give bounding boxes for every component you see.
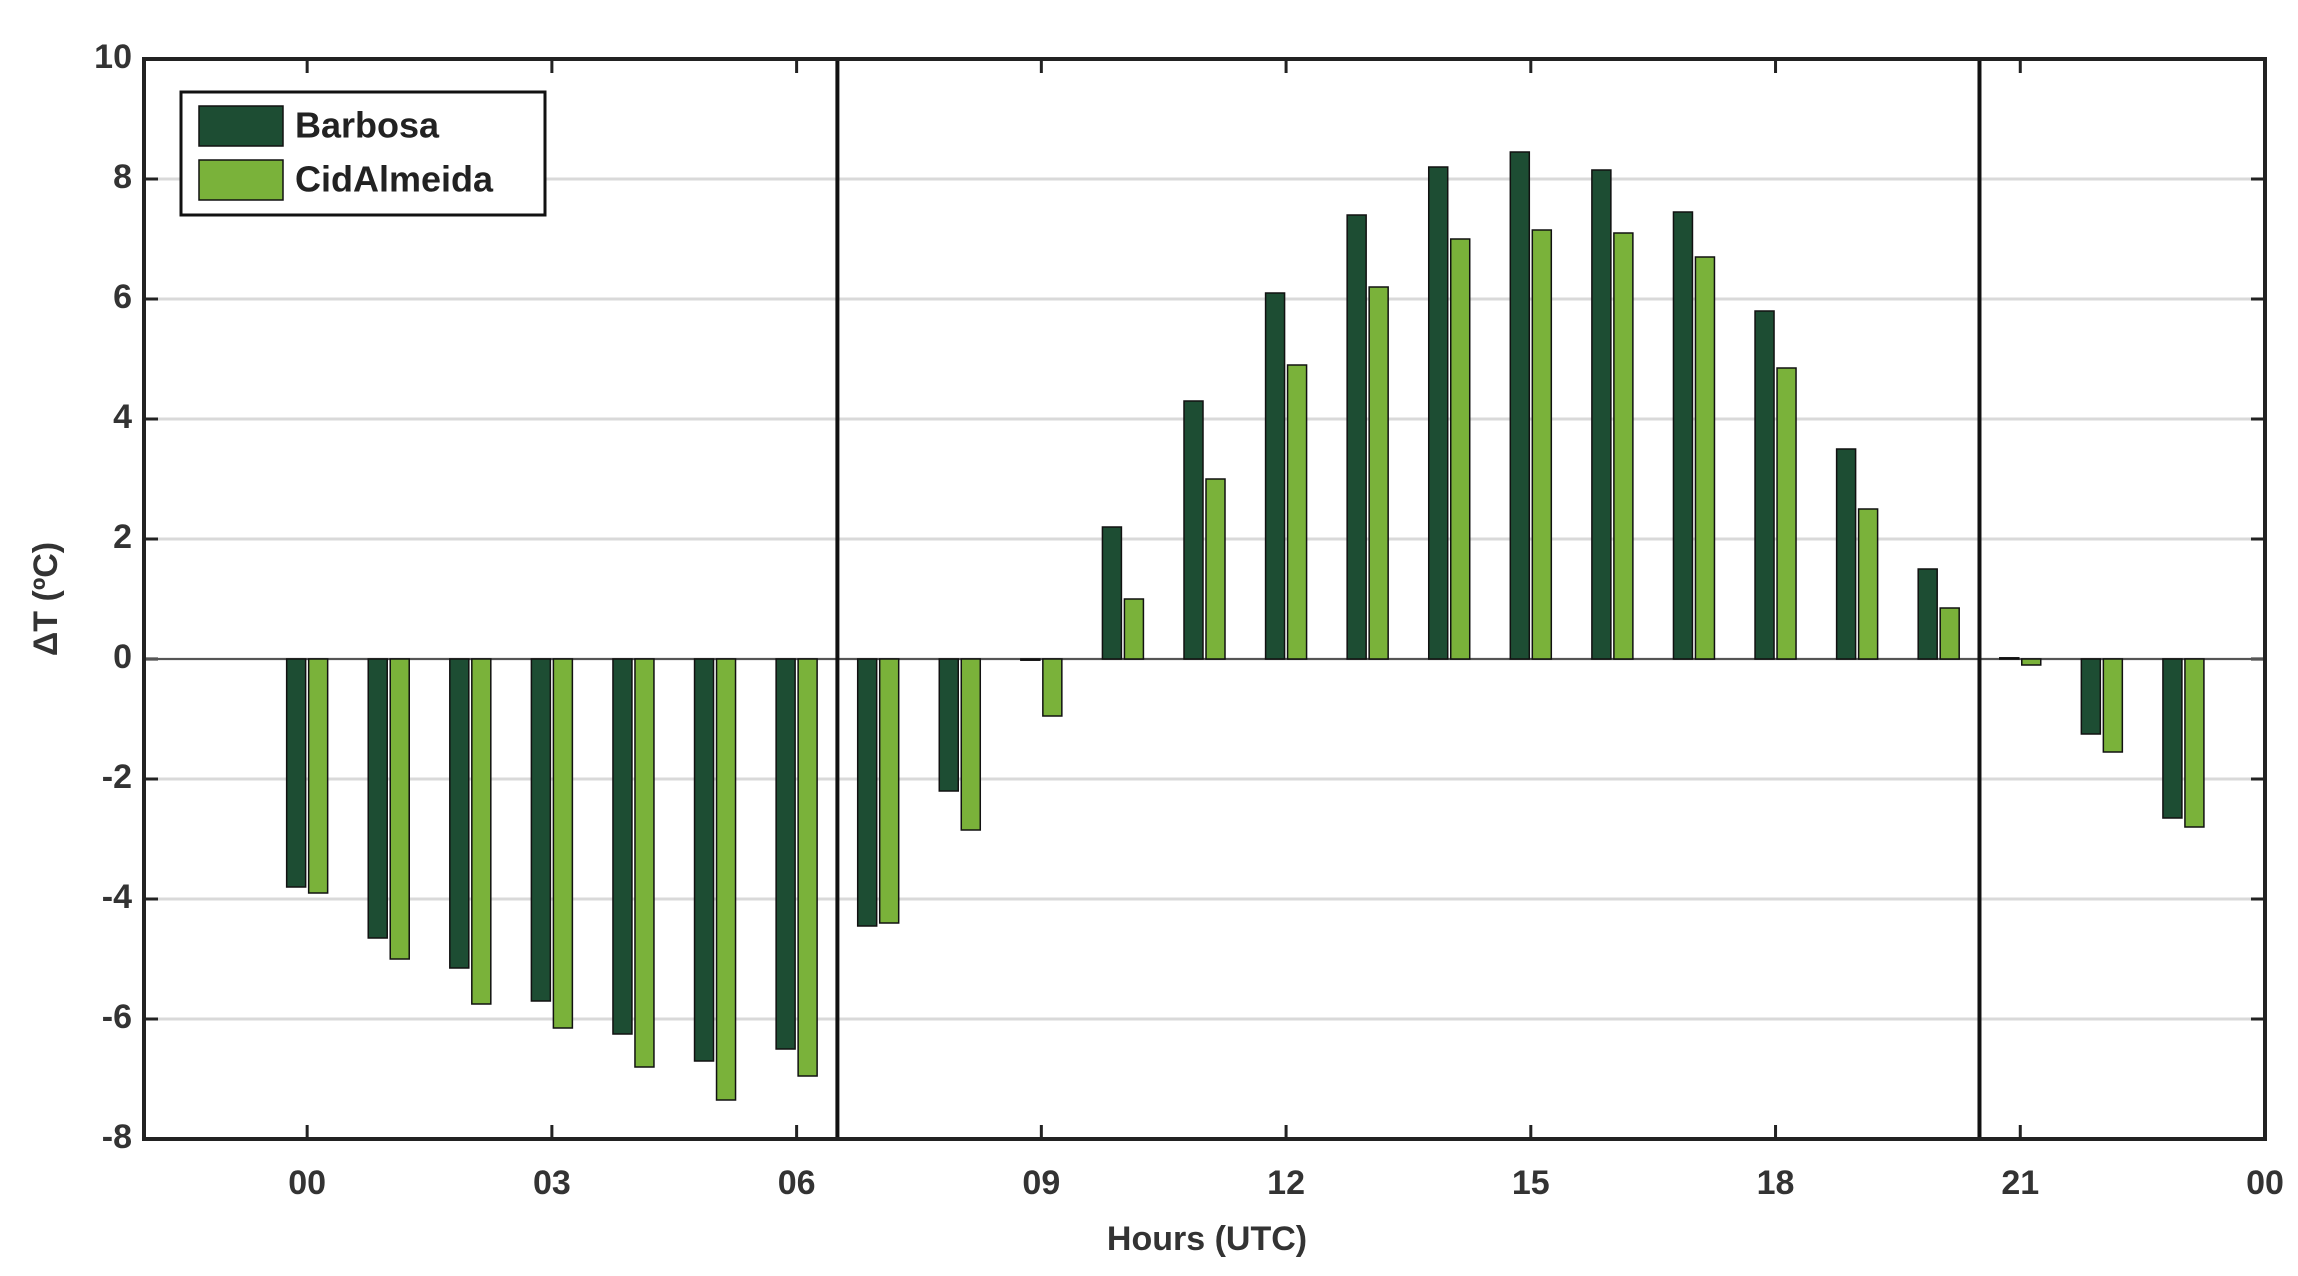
y-tick-label: -6 bbox=[102, 998, 132, 1036]
bar bbox=[449, 658, 470, 969]
legend-swatch bbox=[198, 105, 284, 147]
bar bbox=[1368, 286, 1389, 660]
bar bbox=[285, 658, 307, 888]
y-axis-label: ΔT (ºC) bbox=[27, 542, 65, 656]
bar bbox=[530, 658, 552, 1002]
bar bbox=[367, 658, 388, 939]
bar bbox=[1427, 166, 1449, 660]
bar bbox=[1123, 598, 1145, 660]
bar bbox=[938, 658, 960, 792]
bar bbox=[1101, 526, 1123, 660]
y-tick-label: 2 bbox=[113, 518, 132, 556]
bar bbox=[1672, 211, 1694, 660]
bar bbox=[389, 658, 410, 960]
bar bbox=[1694, 256, 1716, 660]
bar bbox=[1531, 229, 1553, 660]
x-axis-label: Hours (UTC) bbox=[1107, 1220, 1307, 1258]
bar bbox=[1264, 292, 1286, 660]
bar bbox=[715, 658, 737, 1101]
y-tick-label: -8 bbox=[102, 1118, 132, 1156]
bar bbox=[612, 658, 633, 1035]
y-tick-label: -4 bbox=[102, 878, 132, 916]
x-tick-label: 09 bbox=[1022, 1164, 1060, 1202]
bar bbox=[775, 658, 796, 1050]
x-tick-label: 18 bbox=[1757, 1164, 1795, 1202]
x-tick-label: 12 bbox=[1267, 1164, 1305, 1202]
legend-label: CidAlmeida bbox=[295, 159, 494, 200]
y-tick-label: 0 bbox=[113, 638, 132, 676]
x-tick-label: 03 bbox=[533, 1164, 571, 1202]
bar bbox=[2184, 658, 2205, 828]
bar bbox=[552, 658, 574, 1029]
bar bbox=[1591, 169, 1612, 660]
bar bbox=[634, 658, 655, 1068]
bar bbox=[1754, 310, 1775, 660]
bar bbox=[1917, 568, 1938, 660]
x-tick-label: 00 bbox=[288, 1164, 326, 1202]
bar bbox=[1205, 478, 1226, 660]
bar bbox=[471, 658, 492, 1005]
x-tick-label: 15 bbox=[1512, 1164, 1550, 1202]
bar bbox=[1449, 238, 1471, 660]
bar bbox=[2102, 658, 2124, 753]
bar bbox=[1042, 658, 1063, 717]
y-tick-label: 4 bbox=[113, 398, 132, 436]
x-tick-label: 06 bbox=[778, 1164, 816, 1202]
bar bbox=[1613, 232, 1634, 660]
x-tick-label: 00 bbox=[2246, 1164, 2284, 1202]
bar bbox=[307, 658, 329, 894]
bar bbox=[1020, 658, 1041, 661]
bar bbox=[2162, 658, 2183, 819]
bar bbox=[1509, 151, 1531, 660]
legend-swatch bbox=[198, 159, 284, 201]
legend-label: Barbosa bbox=[295, 105, 440, 146]
bar bbox=[878, 658, 900, 924]
bar bbox=[693, 658, 715, 1062]
bar bbox=[1835, 448, 1857, 660]
y-tick-label: -2 bbox=[102, 758, 132, 796]
bar bbox=[1857, 508, 1879, 660]
bar bbox=[856, 658, 878, 927]
y-tick-label: 10 bbox=[94, 38, 132, 76]
bar bbox=[797, 658, 818, 1077]
y-tick-label: 8 bbox=[113, 158, 132, 196]
bar bbox=[960, 658, 982, 831]
bar bbox=[1999, 657, 2020, 660]
bar bbox=[1286, 364, 1308, 660]
bar bbox=[1183, 400, 1204, 660]
bar bbox=[1776, 367, 1797, 660]
bar bbox=[1939, 607, 1960, 660]
bar bbox=[2021, 658, 2042, 666]
bar bbox=[1346, 214, 1367, 660]
plot-frame bbox=[142, 57, 2267, 1141]
bar bbox=[2080, 658, 2102, 735]
y-tick-label: 6 bbox=[113, 278, 132, 316]
x-tick-label: 21 bbox=[2001, 1164, 2039, 1202]
